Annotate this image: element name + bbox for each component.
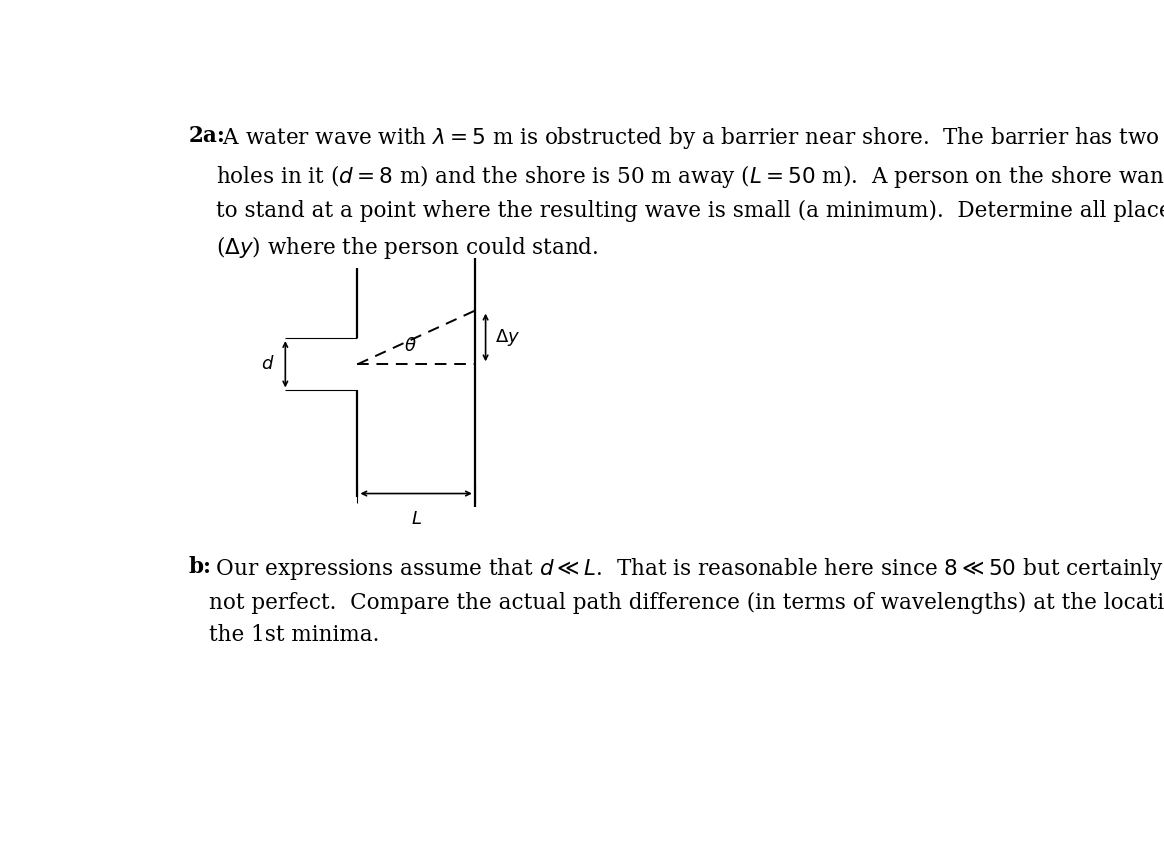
Text: $d$: $d$ bbox=[261, 355, 275, 373]
Text: Our expressions assume that $d \ll L$.  That is reasonable here since $8 \ll 50$: Our expressions assume that $d \ll L$. T… bbox=[208, 555, 1164, 646]
Text: 2a:: 2a: bbox=[189, 125, 226, 147]
Text: A water wave with $\lambda = 5$ m is obstructed by a barrier near shore.  The ba: A water wave with $\lambda = 5$ m is obs… bbox=[215, 125, 1164, 261]
Text: $\Delta y$: $\Delta y$ bbox=[495, 327, 520, 348]
Text: b:: b: bbox=[189, 555, 212, 577]
Text: $L$: $L$ bbox=[411, 510, 421, 527]
Text: $\theta$: $\theta$ bbox=[404, 338, 417, 355]
